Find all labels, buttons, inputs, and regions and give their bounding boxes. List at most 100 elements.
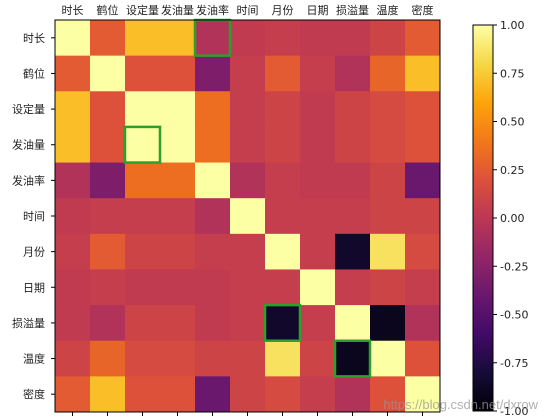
heatmap-cell (160, 55, 196, 92)
heatmap-cell (90, 269, 126, 306)
y-tick-label: 月份 (23, 246, 45, 259)
heatmap-cell (160, 340, 196, 377)
heatmap-cell (265, 126, 301, 164)
heatmap-cell (300, 198, 336, 235)
colorbar-tick-label: -0.75 (500, 357, 528, 370)
heatmap-cell (230, 198, 266, 235)
heatmap-cell (300, 126, 336, 164)
heatmap-cell (195, 305, 231, 342)
heatmap-cell (90, 55, 126, 92)
heatmap-cell (265, 91, 301, 128)
heatmap-cell (55, 305, 91, 342)
heatmap-cell (160, 376, 196, 413)
heatmap-cell (125, 198, 161, 235)
heatmap-cell (335, 233, 371, 270)
heatmap-cell (55, 91, 91, 128)
heatmap-cell (125, 376, 161, 413)
heatmap-cell (265, 55, 301, 92)
heatmap-cell (405, 198, 441, 235)
y-tick-label: 损溢量 (12, 316, 45, 330)
heatmap-cell (160, 269, 196, 306)
y-tick-label: 温度 (23, 352, 45, 366)
colorbar-tick-label: 0.00 (500, 212, 525, 225)
heatmap-cell (125, 55, 161, 92)
heatmap-cell (370, 269, 406, 306)
x-axis-ticks: 时长 鹤位 设定量 发油量 发油率 时间 月份 日期 损溢量 温度 密度 (62, 3, 434, 416)
heatmap-cell (195, 91, 231, 128)
heatmap-cell (125, 269, 161, 306)
heatmap-cell (90, 91, 126, 128)
colorbar-tick-label: 0.50 (500, 116, 525, 129)
heatmap-cell (195, 20, 231, 57)
y-tick-label: 鹤位 (23, 66, 45, 80)
heatmap-cell (265, 269, 301, 306)
heatmap-cell (335, 305, 371, 342)
heatmap-cell (370, 198, 406, 235)
heatmap-cell (195, 198, 231, 235)
heatmap-cell (370, 162, 406, 199)
colorbar-tick-label: 0.25 (500, 164, 525, 177)
heatmap-cell (335, 376, 371, 413)
heatmap-cell (300, 233, 336, 270)
heatmap-cell (405, 269, 441, 306)
heatmap-cell (405, 233, 441, 270)
heatmap-cell (230, 162, 266, 199)
heatmap-cell (265, 305, 301, 342)
heatmap-cell (125, 91, 161, 128)
heatmap-cell (300, 55, 336, 92)
heatmap-cell (370, 376, 406, 413)
heatmap-cell (335, 198, 371, 235)
heatmap-cell (265, 340, 301, 377)
heatmap-cell (265, 20, 301, 57)
heatmap-cell (125, 20, 161, 57)
heatmap-cell (335, 340, 371, 377)
y-tick-label: 时间 (23, 210, 45, 223)
x-tick-label: 鹤位 (97, 3, 119, 17)
heatmap-cell (265, 162, 301, 199)
heatmap-cell (90, 198, 126, 235)
x-tick-label: 设定量 (126, 3, 159, 17)
heatmap-cell (230, 305, 266, 342)
heatmap-cell (335, 126, 371, 164)
heatmap-cell (405, 376, 441, 413)
heatmap-cell (265, 198, 301, 235)
x-tick-label: 日期 (307, 4, 329, 17)
heatmap-cell (55, 162, 91, 199)
heatmap-cell (90, 20, 126, 57)
colorbar-tick-label: 0.75 (500, 67, 525, 80)
heatmap-cell (230, 269, 266, 306)
x-tick-label: 时间 (237, 4, 259, 17)
colorbar-tick-label: 1.00 (500, 19, 525, 32)
heatmap-cell (300, 91, 336, 128)
heatmap-cell (335, 162, 371, 199)
heatmap-cell (370, 233, 406, 270)
heatmap-cell (195, 55, 231, 92)
x-tick-label: 月份 (272, 4, 294, 17)
heatmap-cell (55, 55, 91, 92)
heatmap-cell (195, 233, 231, 270)
heatmap-cell (300, 269, 336, 306)
heatmap-cell (335, 55, 371, 92)
heatmap-cell (370, 126, 406, 164)
heatmap-cell (370, 20, 406, 57)
heatmap-cell (195, 376, 231, 413)
heatmap-cell (405, 126, 441, 164)
heatmap-cell (370, 305, 406, 342)
x-tick-label: 发油量 (161, 3, 194, 17)
heatmap-cell (230, 376, 266, 413)
heatmap-cell (90, 340, 126, 377)
heatmap-cell (265, 233, 301, 270)
y-tick-label: 设定量 (12, 102, 45, 116)
heatmap-cell (90, 305, 126, 342)
heatmap-cell (125, 305, 161, 342)
y-tick-label: 密度 (23, 387, 45, 401)
x-tick-label: 温度 (377, 3, 399, 17)
heatmap-cell (300, 376, 336, 413)
heatmap-cell (370, 55, 406, 92)
colorbar-tick-label: -1.00 (500, 405, 528, 418)
heatmap-cell (90, 162, 126, 199)
heatmap-cell (55, 376, 91, 413)
heatmap-cell (405, 91, 441, 128)
heatmap-cell (300, 20, 336, 57)
